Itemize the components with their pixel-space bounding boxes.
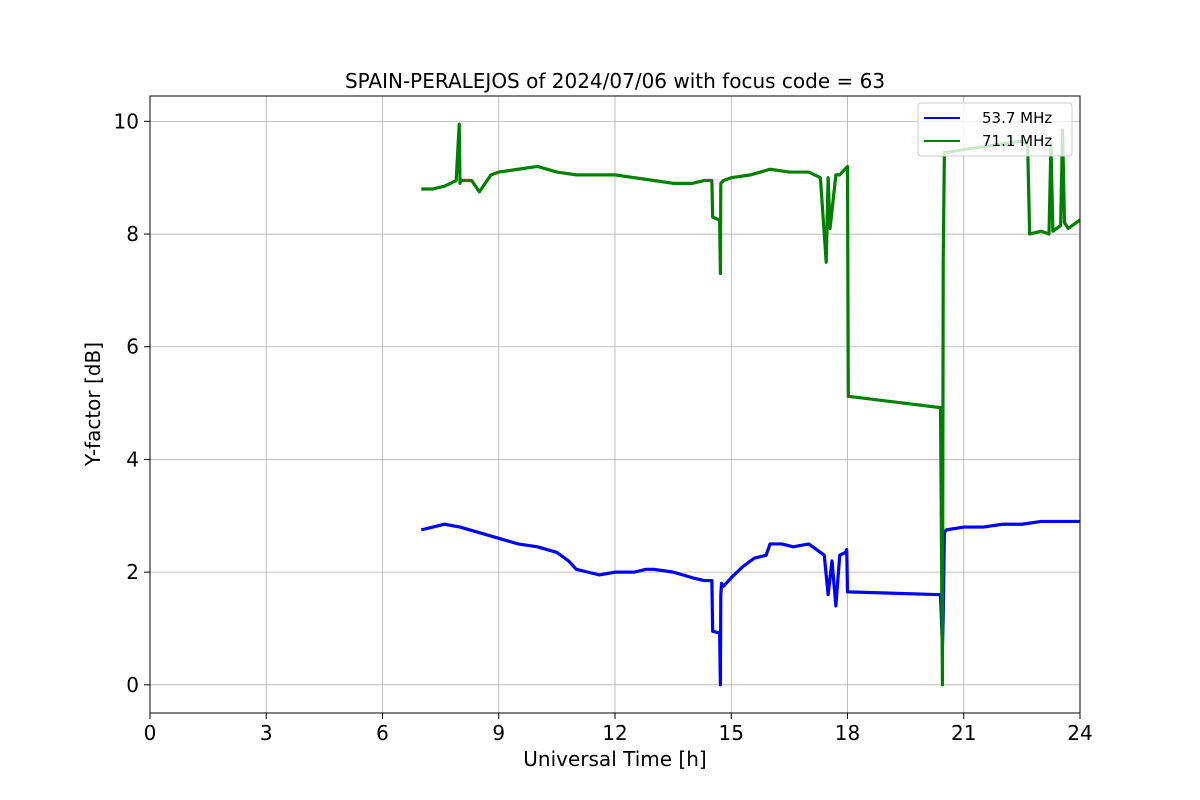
x-tick-label: 18 [835, 721, 860, 745]
x-tick-label: 15 [719, 721, 744, 745]
legend: 53.7 MHz 71.1 MHz [917, 102, 1073, 157]
x-tick-label: 0 [144, 721, 157, 745]
x-tick-label: 6 [376, 721, 389, 745]
x-tick-label: 3 [260, 721, 273, 745]
series-line-71-1-mhz [421, 122, 1080, 687]
y-tick-label: 4 [126, 447, 139, 471]
x-tick-label: 12 [602, 721, 627, 745]
y-tick-label: 6 [126, 335, 139, 359]
y-tick-label: 8 [126, 222, 139, 246]
legend-label-53-7-mhz: 53.7 MHz [982, 109, 1052, 127]
x-axis-label: Universal Time [h] [523, 747, 706, 771]
y-tick-label: 2 [126, 560, 139, 584]
y-tick-label: 10 [114, 109, 139, 133]
legend-box [917, 102, 1073, 157]
chart-title: SPAIN-PERALEJOS of 2024/07/06 with focus… [345, 69, 885, 93]
y-axis-label: Y-factor [dB] [81, 342, 105, 467]
x-tick-label: 9 [492, 721, 505, 745]
x-tick-label: 21 [951, 721, 976, 745]
x-tick-label: 24 [1067, 721, 1092, 745]
y-tick-label: 0 [126, 673, 139, 697]
plot-series [420, 122, 1080, 687]
legend-label-71-1-mhz: 71.1 MHz [982, 132, 1052, 150]
